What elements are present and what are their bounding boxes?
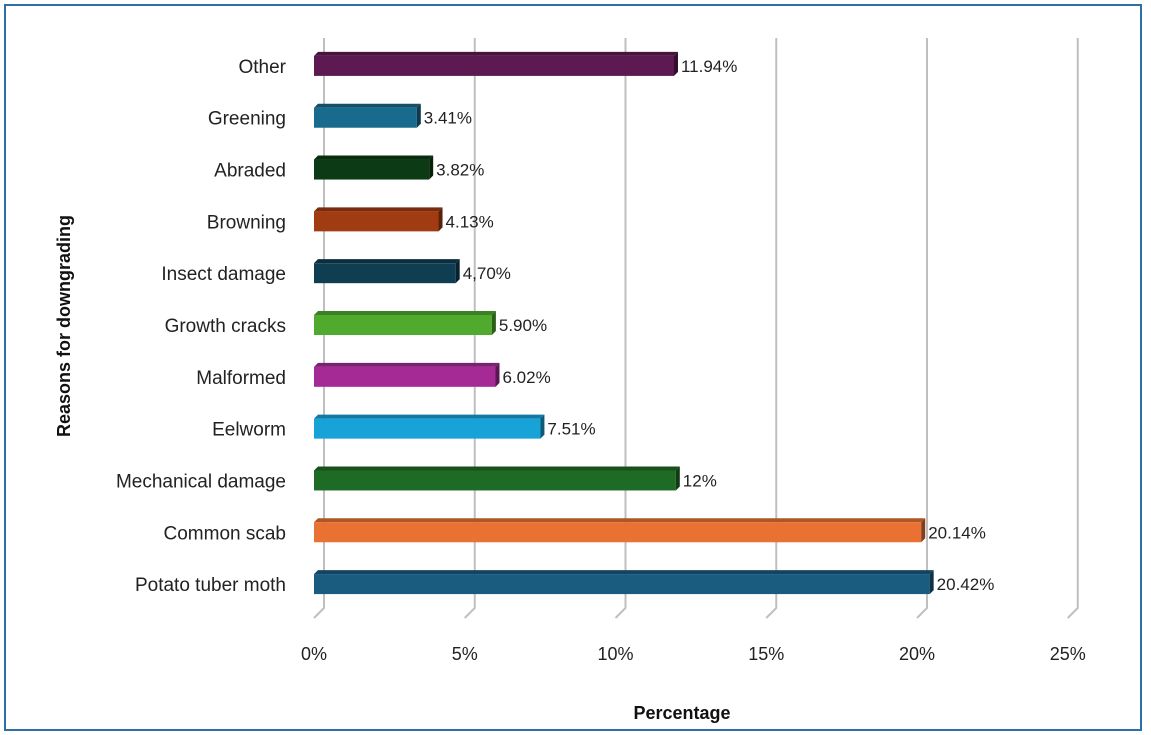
x-tick-label: 20% [899, 644, 935, 664]
y-axis-title: Reasons for downgrading [54, 215, 74, 437]
category-label: Potato tuber moth [135, 575, 286, 596]
bar [314, 518, 926, 543]
chart-frame: 0% 5% 10% 15% 20% 25% Potato tuber moth Common… [4, 4, 1142, 731]
data-label: 12% [683, 471, 717, 490]
bar [314, 414, 545, 439]
category-label: Abraded [214, 161, 286, 182]
x-axis-title: Percentage [633, 703, 730, 723]
x-tick-label: 10% [597, 644, 633, 664]
data-label: 20.42% [937, 575, 995, 594]
x-tick-label: 25% [1050, 644, 1086, 664]
gridline [765, 38, 778, 619]
data-label: 4,70% [463, 264, 511, 283]
bar [314, 362, 500, 387]
gridline [1067, 38, 1079, 619]
bar [314, 51, 678, 76]
category-label: Common scab [164, 523, 287, 544]
category-label: Other [238, 57, 286, 78]
data-label: 3.41% [424, 109, 472, 128]
bar [314, 155, 434, 180]
y-axis-categories: Potato tuber moth Common scab Mechanical d… [116, 57, 287, 596]
data-label: 6.02% [503, 368, 551, 387]
x-tick-label: 5% [452, 644, 478, 664]
x-tick-label: 0% [301, 644, 327, 664]
data-label: 5.90% [499, 316, 547, 335]
gridlines [313, 38, 1079, 619]
x-tick-label: 15% [748, 644, 784, 664]
data-label: 11.94% [681, 57, 737, 76]
data-label: 4.13% [446, 212, 494, 231]
category-label: Eelworm [212, 420, 286, 441]
category-label: Browning [207, 212, 286, 233]
category-label: Mechanical damage [116, 471, 286, 492]
x-axis-ticks: 0% 5% 10% 15% 20% 25% [301, 644, 1086, 664]
bar [314, 570, 934, 595]
bar [314, 466, 680, 491]
gridline [464, 38, 476, 619]
bar [314, 259, 460, 284]
bar [314, 103, 421, 128]
bar [314, 207, 443, 232]
category-label: Growth cracks [165, 316, 286, 337]
category-label: Insect damage [161, 264, 286, 285]
data-label: 7.51% [547, 420, 595, 439]
gridline [614, 38, 627, 619]
gridline [916, 38, 928, 619]
bars [314, 51, 934, 595]
data-labels: 20.42% 20.14% 12% 7.51% 6.02% 5.90% 4,70% 4.13%… [424, 57, 995, 594]
bar-chart: 0% 5% 10% 15% 20% 25% Potato tuber moth Common… [54, 38, 1086, 723]
category-label: Malformed [196, 368, 286, 389]
category-label: Greening [208, 109, 286, 130]
data-label: 3.82% [436, 161, 484, 180]
data-label: 20.14% [928, 523, 986, 542]
bar [314, 311, 496, 335]
